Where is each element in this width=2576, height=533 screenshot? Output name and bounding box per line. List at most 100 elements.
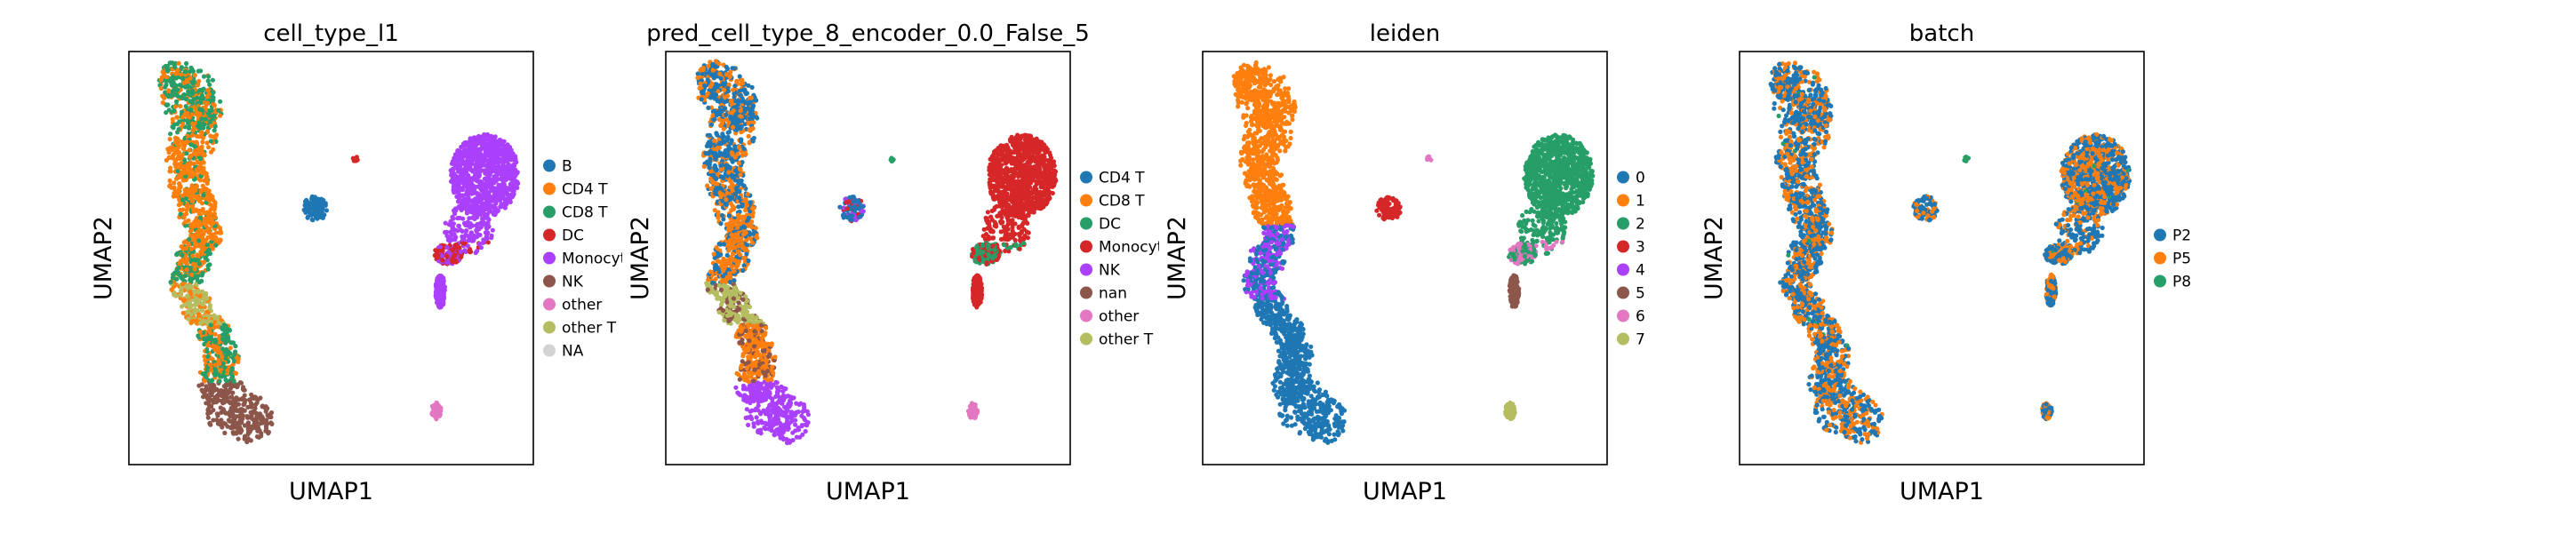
scatter-point <box>448 222 453 227</box>
scatter-point <box>724 197 729 203</box>
scatter-point <box>726 120 732 125</box>
scatter-point <box>724 112 729 117</box>
scatter-point <box>188 153 194 158</box>
scatter-point <box>185 192 190 197</box>
scatter-point <box>193 195 198 200</box>
scatter-point <box>180 258 186 263</box>
scatter-point <box>208 139 213 144</box>
scatter-point <box>723 147 728 154</box>
scatter-point <box>453 244 459 250</box>
scatter-point <box>166 88 172 93</box>
scatter-point <box>218 350 223 355</box>
scatter-point <box>745 192 750 197</box>
scatter-point <box>469 204 475 210</box>
scatter-point <box>724 66 730 71</box>
scatter-point <box>192 73 197 78</box>
scatter-point <box>222 430 228 435</box>
scatter-point <box>440 258 445 263</box>
scatter-point <box>457 245 462 251</box>
scatter-point <box>264 418 269 423</box>
scatter-point <box>187 283 192 289</box>
scatter-point <box>488 187 493 194</box>
scatter-point <box>196 197 202 203</box>
scatter-point <box>727 256 732 261</box>
scatter-point <box>468 163 473 169</box>
scatter-point <box>199 116 204 122</box>
scatter-point <box>734 185 740 190</box>
scatter-point <box>503 178 508 183</box>
scatter-point <box>720 268 726 274</box>
scatter-point <box>474 223 479 228</box>
scatter-point <box>205 211 211 217</box>
scatter-point <box>488 182 493 187</box>
scatter-point <box>210 97 215 102</box>
scatter-point <box>718 287 724 292</box>
scatter-point <box>725 153 731 158</box>
scatter-point <box>184 60 189 67</box>
scatter-point <box>713 72 718 77</box>
scatter-point <box>209 243 214 249</box>
scatter-point <box>233 400 238 405</box>
scatter-point <box>740 232 747 237</box>
scatter-point <box>744 243 750 248</box>
scatter-point <box>212 115 217 120</box>
scatter-point <box>212 372 218 378</box>
scatter-point <box>173 99 180 104</box>
legend-label: Monocytes <box>562 251 622 268</box>
scatter-point <box>714 167 719 173</box>
scatter-point <box>460 241 466 246</box>
scatter-point <box>196 261 202 266</box>
scatter-point <box>160 100 165 106</box>
scatter-point <box>477 150 483 155</box>
scatter-point <box>724 252 730 258</box>
scatter-point <box>204 100 210 106</box>
scatter-point <box>216 320 221 325</box>
scatter-point <box>724 137 730 142</box>
scatter-point <box>742 225 748 230</box>
scatter-point <box>736 144 742 149</box>
scatter-point <box>749 84 755 90</box>
scatter-point <box>456 175 461 180</box>
scatter-point <box>436 248 442 253</box>
scatter-point <box>505 193 511 198</box>
scatter-point <box>444 233 450 239</box>
scatter-point <box>736 195 742 201</box>
scatter-point <box>499 142 504 147</box>
scatter-point <box>205 354 211 359</box>
scatter-point <box>704 92 709 98</box>
scatter-point <box>218 388 223 394</box>
scatter-point <box>195 308 200 314</box>
scatter-point <box>196 232 202 237</box>
scatter-point <box>205 266 211 272</box>
scatter-point <box>707 132 713 138</box>
scatter-point <box>476 136 482 141</box>
scatter-point <box>710 61 716 67</box>
scatter-point <box>204 349 210 354</box>
scatter-point <box>483 149 488 155</box>
scatter-point <box>712 290 717 295</box>
scatter-point <box>436 282 442 287</box>
scatter-point <box>452 181 457 187</box>
scatter-point <box>230 354 236 361</box>
scatter-point <box>185 111 190 116</box>
scatter-point <box>257 411 263 417</box>
scatter-point <box>746 215 752 220</box>
scatter-point <box>196 68 201 74</box>
scatter-point <box>215 393 221 398</box>
scatter-point <box>742 115 748 120</box>
scatter-point <box>484 176 489 181</box>
scatter-point <box>206 74 212 79</box>
scatter-point <box>713 59 718 64</box>
scatter-point <box>221 338 228 344</box>
scatter-point <box>196 211 202 217</box>
scatter-point <box>715 171 720 177</box>
axes-frame <box>128 51 534 465</box>
scatter-point <box>484 131 491 138</box>
scatter-point <box>430 406 436 411</box>
scatter-point <box>729 223 734 228</box>
scatter-point <box>234 414 239 419</box>
scatter-point <box>188 65 194 70</box>
scatter-point <box>710 280 716 285</box>
scatter-point <box>229 366 235 371</box>
scatter-point <box>730 124 736 130</box>
